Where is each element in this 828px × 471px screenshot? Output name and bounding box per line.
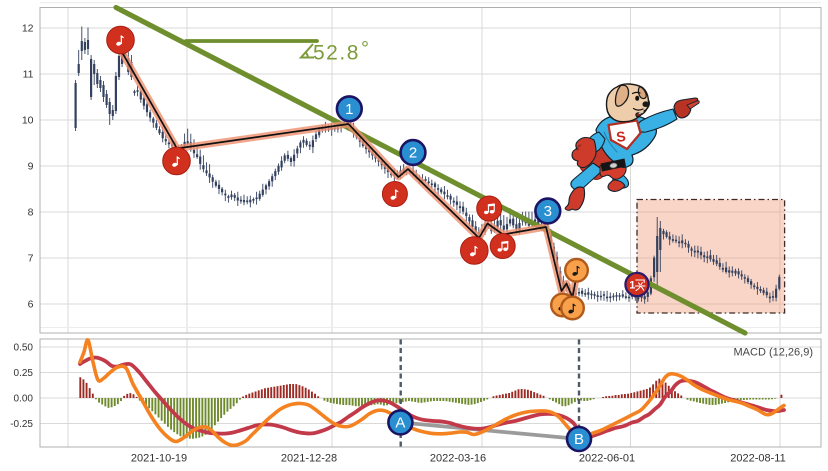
svg-text:B: B xyxy=(574,431,584,448)
svg-text:1: 1 xyxy=(629,280,635,292)
svg-text:9: 9 xyxy=(28,161,34,173)
svg-text:2021-10-19: 2021-10-19 xyxy=(131,453,187,465)
svg-text:2022-06-01: 2022-06-01 xyxy=(579,453,635,465)
svg-text:3: 3 xyxy=(544,203,552,220)
svg-text:°: ° xyxy=(361,38,369,60)
svg-text:S: S xyxy=(615,128,626,145)
svg-text:MACD (12,26,9): MACD (12,26,9) xyxy=(734,347,813,359)
svg-text:12: 12 xyxy=(22,23,34,35)
svg-text:2022-08-11: 2022-08-11 xyxy=(730,453,785,465)
svg-text:0.50: 0.50 xyxy=(14,343,34,354)
svg-text:1: 1 xyxy=(345,101,353,118)
svg-text:7: 7 xyxy=(28,253,34,265)
svg-text:0.00: 0.00 xyxy=(14,394,34,405)
svg-text:8: 8 xyxy=(28,207,34,219)
svg-text:2022-03-16: 2022-03-16 xyxy=(430,453,486,465)
svg-text:10: 10 xyxy=(22,115,34,127)
svg-text:11: 11 xyxy=(23,69,34,81)
svg-text:0.25: 0.25 xyxy=(14,368,34,379)
svg-text:52.8: 52.8 xyxy=(313,42,360,65)
svg-text:2: 2 xyxy=(409,145,417,162)
svg-text:A: A xyxy=(395,415,405,432)
svg-text:6: 6 xyxy=(28,299,34,311)
svg-text:-0.25: -0.25 xyxy=(10,419,33,430)
svg-text:2021-12-28: 2021-12-28 xyxy=(281,453,337,465)
